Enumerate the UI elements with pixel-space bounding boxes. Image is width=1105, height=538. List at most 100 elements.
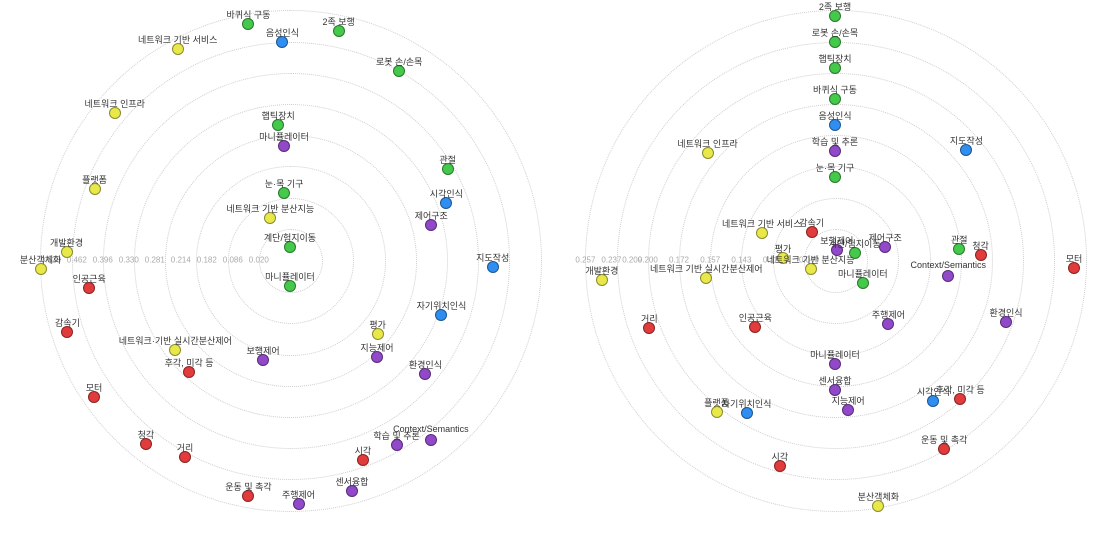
data-node[interactable] [109, 107, 121, 119]
axis-tick-label: 0.157 [700, 256, 720, 265]
concentric-ring [228, 198, 355, 325]
axis-tick-label: 0.143 [731, 256, 751, 265]
data-node[interactable] [333, 25, 345, 37]
data-node[interactable] [278, 187, 290, 199]
data-node[interactable] [700, 272, 712, 284]
data-node[interactable] [942, 270, 954, 282]
data-node[interactable] [882, 318, 894, 330]
data-node[interactable] [435, 309, 447, 321]
data-node[interactable] [183, 366, 195, 378]
data-node[interactable] [829, 119, 841, 131]
data-node[interactable] [169, 344, 181, 356]
data-node-label: Context/Semantics [911, 260, 987, 270]
data-node[interactable] [960, 144, 972, 156]
data-node[interactable] [829, 62, 841, 74]
data-node[interactable] [711, 406, 723, 418]
data-node[interactable] [879, 241, 891, 253]
axis-tick-label: 0.172 [669, 256, 689, 265]
data-node[interactable] [741, 407, 753, 419]
data-node[interactable] [257, 354, 269, 366]
concentric-ring [196, 166, 385, 355]
data-node[interactable] [346, 485, 358, 497]
data-node[interactable] [391, 439, 403, 451]
data-node[interactable] [829, 145, 841, 157]
data-node[interactable] [372, 328, 384, 340]
data-node[interactable] [849, 247, 861, 259]
data-node[interactable] [440, 197, 452, 209]
data-node[interactable] [425, 434, 437, 446]
data-node[interactable] [777, 252, 789, 264]
data-node[interactable] [702, 147, 714, 159]
concentric-ring [72, 42, 511, 481]
concentric-ring [617, 42, 1056, 481]
axis-tick-label: 0.396 [93, 256, 113, 265]
data-node[interactable] [284, 241, 296, 253]
data-node[interactable] [88, 391, 100, 403]
data-node[interactable] [242, 18, 254, 30]
data-node[interactable] [829, 10, 841, 22]
data-node[interactable] [140, 438, 152, 450]
axis-tick-label: 0.200 [638, 256, 658, 265]
data-node[interactable] [442, 163, 454, 175]
axis-tick-label: 0.020 [249, 256, 269, 265]
data-node[interactable] [842, 404, 854, 416]
data-node[interactable] [774, 460, 786, 472]
data-node[interactable] [284, 280, 296, 292]
chart-container: 0.0200.0860.1820.2140.2810.3300.3960.462… [0, 0, 1105, 538]
data-node[interactable] [179, 451, 191, 463]
axis-tick-label: 0.182 [197, 256, 217, 265]
data-node[interactable] [278, 140, 290, 152]
axis-tick-label: 0.237 [601, 256, 621, 265]
axis-tick-label: 0.257 [575, 256, 595, 265]
data-node[interactable] [829, 93, 841, 105]
data-node-label: Context/Semantics [393, 424, 469, 434]
data-node[interactable] [61, 246, 73, 258]
data-node[interactable] [829, 36, 841, 48]
data-node[interactable] [487, 261, 499, 273]
data-node[interactable] [927, 395, 939, 407]
data-node[interactable] [61, 326, 73, 338]
axis-tick-label: 0.209 [622, 256, 642, 265]
data-node[interactable] [264, 212, 276, 224]
data-node[interactable] [242, 490, 254, 502]
concentric-ring [165, 135, 417, 387]
concentric-ring [773, 198, 900, 325]
data-node[interactable] [975, 249, 987, 261]
data-node[interactable] [357, 454, 369, 466]
data-node[interactable] [954, 393, 966, 405]
data-node[interactable] [293, 498, 305, 510]
data-node[interactable] [1000, 316, 1012, 328]
data-node[interactable] [829, 358, 841, 370]
concentric-ring [40, 10, 541, 511]
data-node[interactable] [425, 219, 437, 231]
data-node[interactable] [35, 263, 47, 275]
data-node[interactable] [806, 226, 818, 238]
data-node[interactable] [831, 244, 843, 256]
data-node[interactable] [829, 384, 841, 396]
data-node[interactable] [857, 277, 869, 289]
data-node[interactable] [172, 43, 184, 55]
data-node[interactable] [596, 274, 608, 286]
data-node[interactable] [756, 227, 768, 239]
data-node[interactable] [953, 243, 965, 255]
data-node[interactable] [83, 282, 95, 294]
data-node[interactable] [938, 443, 950, 455]
concentric-ring [585, 10, 1086, 511]
data-node[interactable] [276, 36, 288, 48]
concentric-ring [134, 104, 448, 418]
data-node[interactable] [749, 321, 761, 333]
axis-tick-label: 0.330 [119, 256, 139, 265]
data-node[interactable] [371, 351, 383, 363]
data-node[interactable] [419, 368, 431, 380]
concentric-ring [103, 73, 479, 449]
data-node[interactable] [643, 322, 655, 334]
data-node[interactable] [1068, 262, 1080, 274]
data-node[interactable] [393, 65, 405, 77]
data-node[interactable] [272, 119, 284, 131]
data-node[interactable] [805, 263, 817, 275]
data-node[interactable] [872, 500, 884, 512]
concentric-ring [741, 166, 930, 355]
data-node[interactable] [89, 183, 101, 195]
axis-tick-label: 0.214 [171, 256, 191, 265]
data-node[interactable] [829, 171, 841, 183]
